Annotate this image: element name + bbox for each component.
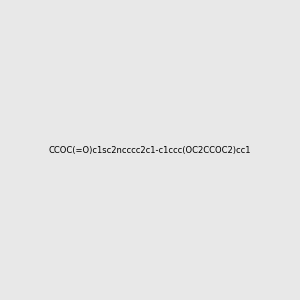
Text: CCOC(=O)c1sc2ncccc2c1-c1ccc(OC2CCOC2)cc1: CCOC(=O)c1sc2ncccc2c1-c1ccc(OC2CCOC2)cc1	[49, 146, 251, 154]
